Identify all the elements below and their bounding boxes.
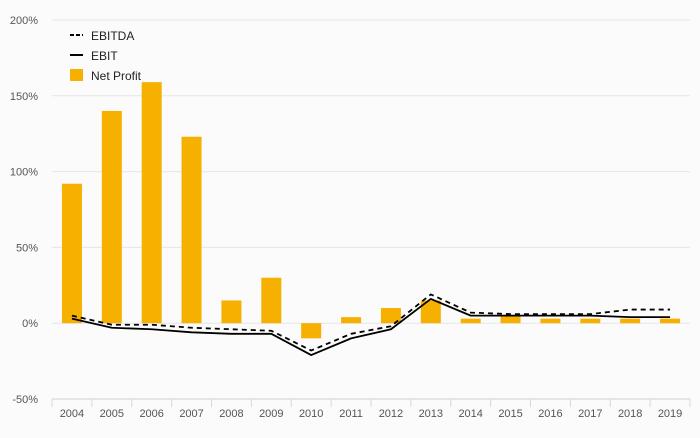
x-tick-label: 2010: [299, 408, 323, 420]
x-tick-label: 2014: [458, 408, 482, 420]
legend-label: Net Profit: [91, 69, 142, 83]
x-tick-label: 2009: [259, 408, 283, 420]
line-layer: [71, 293, 671, 356]
x-tick-label: 2019: [658, 408, 682, 420]
x-tick-label: 2015: [498, 408, 522, 420]
y-tick-label: 200%: [10, 15, 38, 27]
y-tick-label: 100%: [10, 167, 38, 179]
y-tick-label: 50%: [16, 242, 38, 254]
bar-net-profit: [620, 318, 641, 324]
line-ebit: [71, 298, 671, 356]
x-tick-label: 2018: [618, 408, 642, 420]
legend-label: EBITDA: [91, 29, 134, 43]
y-tick-label: 0%: [22, 318, 38, 330]
bar-net-profit: [221, 300, 242, 324]
x-tick-label: 2013: [419, 408, 443, 420]
bar-net-profit: [181, 136, 202, 324]
bar-net-profit: [420, 300, 441, 324]
bar-net-profit: [660, 318, 681, 324]
y-tick-label: 150%: [10, 91, 38, 103]
x-tick-label: 2016: [538, 408, 562, 420]
bar-net-profit: [460, 318, 481, 324]
axis-layer: -50% 0% 50% 100% 150% 200% 2004 2005 2006 2007 200…: [10, 15, 691, 420]
line-ebitda: [71, 293, 671, 352]
bar-net-profit: [101, 110, 122, 324]
bar-net-profit: [341, 317, 362, 324]
x-tick-label: 2004: [60, 408, 84, 420]
x-tick-label: 2011: [339, 408, 363, 420]
bar-net-profit: [580, 318, 601, 324]
bar-net-profit: [301, 323, 322, 339]
x-tick-label: 2012: [379, 408, 403, 420]
bar-net-profit: [380, 308, 401, 324]
legend: EBITDA EBIT Net Profit: [70, 29, 142, 83]
bar-net-profit: [540, 318, 561, 324]
bar-net-profit: [500, 315, 521, 324]
x-tick-label: 2017: [578, 408, 602, 420]
bar-net-profit: [261, 277, 282, 324]
y-tick-label: -50%: [12, 394, 38, 406]
bar-net-profit: [61, 183, 82, 324]
bar-net-profit: [141, 82, 162, 324]
x-tick-label: 2005: [100, 408, 124, 420]
x-tick-label: 2007: [179, 408, 203, 420]
legend-swatch-net-profit: [70, 69, 83, 81]
legend-label: EBIT: [91, 49, 118, 63]
x-tick-label: 2008: [219, 408, 243, 420]
x-tick-label: 2006: [139, 408, 163, 420]
bar-layer: [61, 82, 681, 339]
